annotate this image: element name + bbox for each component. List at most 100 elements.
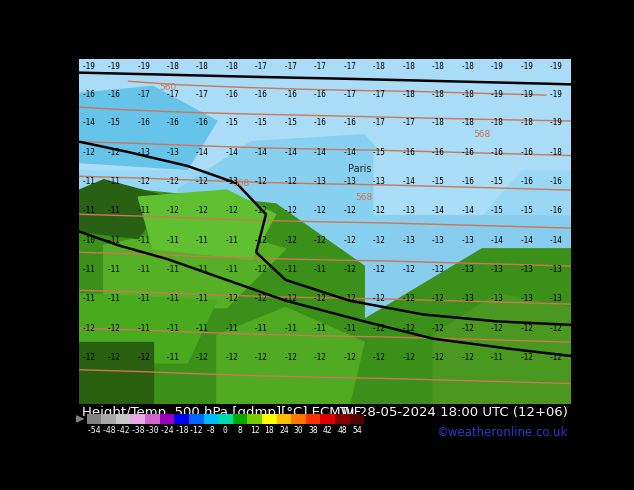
Text: -12: -12 [254,294,268,303]
Text: -11: -11 [313,265,327,274]
Text: -12: -12 [224,206,238,215]
Text: -12: -12 [342,353,356,362]
Text: -15: -15 [254,118,268,127]
Text: -11: -11 [224,324,238,333]
Text: -18: -18 [195,62,209,71]
Text: -17: -17 [254,62,268,71]
Text: -12: -12 [519,353,533,362]
Text: -12: -12 [224,294,238,303]
Text: -14: -14 [519,236,533,245]
Text: -15: -15 [519,206,533,215]
Bar [204,414,218,424]
Polygon shape [349,249,571,404]
Text: -11: -11 [490,353,504,362]
Text: ©weatheronline.co.uk: ©weatheronline.co.uk [437,426,568,439]
Text: 568: 568 [356,193,373,201]
Text: -15: -15 [107,118,120,127]
Polygon shape [178,135,413,249]
Text: -11: -11 [165,236,179,245]
Text: -13: -13 [401,236,415,245]
Text: -12: -12 [136,177,150,186]
Text: -16: -16 [283,90,297,98]
Bar [320,414,335,424]
Text: -12: -12 [401,265,415,274]
Text: -19: -19 [490,62,504,71]
Text: Height/Temp. 500 hPa [gdmp][°C] ECMWF: Height/Temp. 500 hPa [gdmp][°C] ECMWF [82,406,361,419]
Polygon shape [79,86,217,170]
Polygon shape [79,294,217,363]
Text: -14: -14 [254,147,268,157]
Text: -17: -17 [136,90,150,98]
Text: -18: -18 [165,62,179,71]
Text: -11: -11 [195,324,209,333]
Text: 12: 12 [250,426,259,435]
Text: -12: -12 [401,324,415,333]
Text: -12: -12 [372,236,386,245]
Text: -14: -14 [431,206,445,215]
Text: -13: -13 [519,265,533,274]
Text: -12: -12 [460,324,474,333]
Text: -20: -20 [574,62,587,71]
Text: -11: -11 [165,294,179,303]
Text: -12: -12 [313,353,327,362]
Text: -30: -30 [145,426,160,435]
Bar [233,414,247,424]
Text: -12: -12 [107,147,120,157]
Text: -17: -17 [342,90,356,98]
Text: -14: -14 [342,147,356,157]
Text: -18: -18 [460,90,474,98]
Text: -13: -13 [549,265,563,274]
Text: -12: -12 [372,353,386,362]
Bar [174,414,189,424]
Text: -11: -11 [136,206,150,215]
Text: -16: -16 [401,147,415,157]
Text: -11: -11 [342,324,356,333]
Text: Tu 28-05-2024 18:00 UTC (12+06): Tu 28-05-2024 18:00 UTC (12+06) [340,406,568,419]
Text: -16: -16 [431,147,445,157]
Text: -19: -19 [519,62,533,71]
Text: -16: -16 [224,90,238,98]
Text: -15: -15 [490,177,504,186]
Text: -14: -14 [401,177,415,186]
Text: -12: -12 [431,353,445,362]
Text: -11: -11 [107,236,120,245]
Text: -12: -12 [342,265,356,274]
Text: -15: -15 [431,177,445,186]
Text: -24: -24 [160,426,174,435]
Text: -13: -13 [460,265,474,274]
Text: -17: -17 [283,62,297,71]
Text: -19: -19 [549,62,563,71]
Text: -12: -12 [195,177,209,186]
Text: -12: -12 [195,206,209,215]
Polygon shape [217,308,364,404]
Text: -11: -11 [107,177,120,186]
Text: -17: -17 [313,62,327,71]
Text: -16: -16 [136,118,150,127]
Text: -18: -18 [431,62,445,71]
Text: -12: -12 [372,206,386,215]
Text: -19: -19 [107,62,120,71]
Text: -14: -14 [224,147,238,157]
Text: -19: -19 [490,90,504,98]
Text: -13: -13 [401,206,415,215]
Text: -17: -17 [372,90,386,98]
Text: -13: -13 [519,294,533,303]
Text: -13: -13 [136,147,150,157]
Text: -12: -12 [224,353,238,362]
Bar [87,414,101,424]
Text: -17: -17 [195,90,209,98]
Text: -18: -18 [401,90,415,98]
Text: 24: 24 [279,426,288,435]
Text: -18: -18 [224,62,238,71]
Bar [291,414,306,424]
Text: Paris: Paris [347,164,371,174]
Text: -10: -10 [82,236,96,245]
Bar [79,342,153,404]
Text: -12: -12 [401,353,415,362]
Bar [306,414,320,424]
Text: -42: -42 [116,426,131,435]
Text: -11: -11 [195,265,209,274]
Text: -16: -16 [313,90,327,98]
Bar [79,59,571,214]
Text: -16: -16 [549,206,563,215]
